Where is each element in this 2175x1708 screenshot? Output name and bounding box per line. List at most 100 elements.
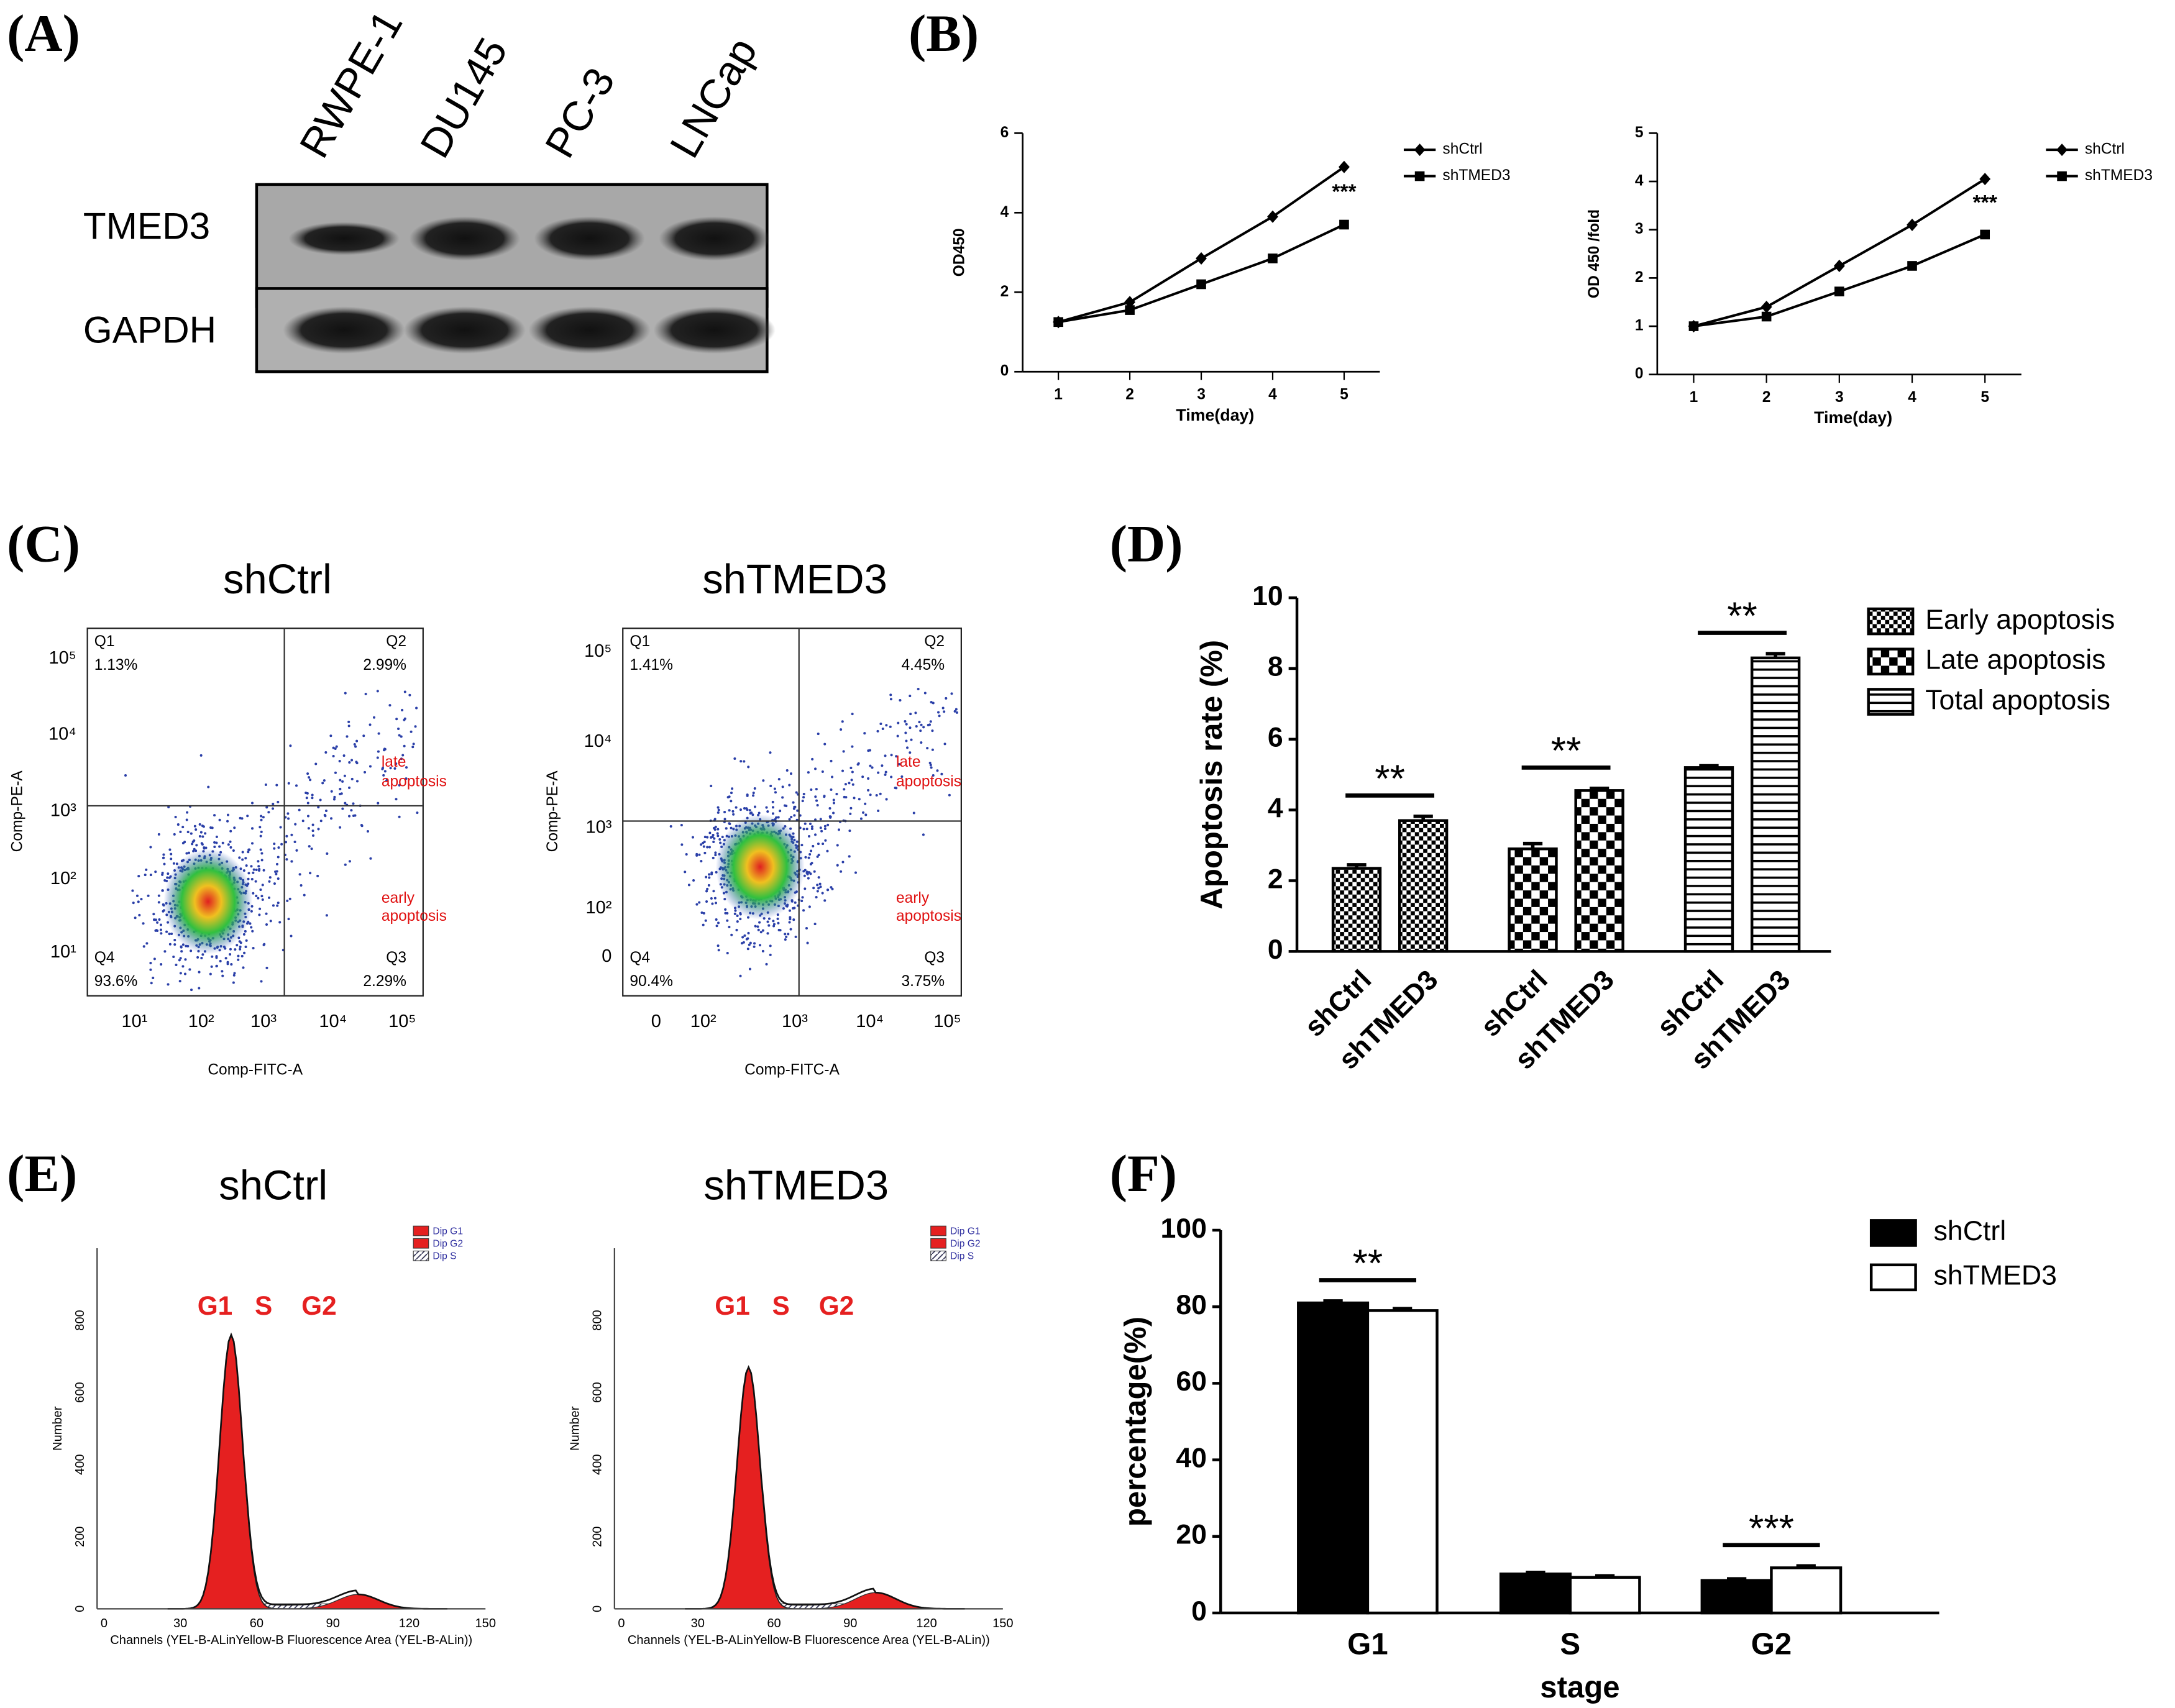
x-tick-label: 1 bbox=[1054, 386, 1063, 403]
event-dot bbox=[150, 982, 153, 985]
event-dot bbox=[176, 823, 180, 826]
event-dot bbox=[809, 862, 812, 865]
event-dot bbox=[769, 785, 772, 788]
event-dot bbox=[350, 759, 354, 762]
legend-label: Dip G2 bbox=[433, 1238, 463, 1249]
event-dot bbox=[173, 833, 176, 836]
event-dot bbox=[810, 825, 813, 828]
event-dot bbox=[816, 855, 819, 858]
error-bar bbox=[1393, 1307, 1413, 1311]
x-tick-label: 120 bbox=[916, 1617, 937, 1630]
event-dot bbox=[940, 772, 943, 775]
event-dot bbox=[405, 777, 408, 780]
x-tick-label: 10⁵ bbox=[933, 1012, 961, 1031]
bar bbox=[1508, 847, 1558, 953]
event-dot bbox=[814, 767, 817, 770]
event-dot bbox=[789, 916, 792, 919]
event-dot bbox=[226, 813, 229, 816]
legend-label: shCtrl bbox=[2085, 141, 2125, 158]
event-dot bbox=[784, 938, 787, 941]
panel-label: (B) bbox=[909, 4, 979, 63]
event-dot bbox=[918, 721, 921, 724]
panel-label: (F) bbox=[1110, 1144, 1177, 1203]
event-dot bbox=[287, 817, 290, 820]
x-axis-label: Time(day) bbox=[1176, 406, 1254, 424]
event-dot bbox=[685, 853, 688, 856]
peak-label: S bbox=[255, 1291, 272, 1320]
event-dot bbox=[190, 832, 193, 835]
event-dot bbox=[179, 972, 182, 975]
event-dot bbox=[274, 870, 277, 873]
legend-swatch bbox=[1867, 607, 1915, 636]
event-dot bbox=[293, 840, 296, 843]
error-bar bbox=[1413, 815, 1433, 821]
event-dot bbox=[168, 943, 172, 946]
event-dot bbox=[260, 859, 263, 862]
protein-label: TMED3 bbox=[83, 204, 210, 247]
event-dot bbox=[723, 810, 726, 813]
event-dot bbox=[343, 774, 346, 777]
event-dot bbox=[785, 805, 788, 808]
event-dot bbox=[736, 920, 739, 923]
event-dot bbox=[147, 894, 150, 897]
event-dot bbox=[305, 797, 308, 800]
event-dot bbox=[950, 692, 953, 695]
event-dot bbox=[758, 921, 761, 924]
event-dot bbox=[341, 807, 344, 810]
event-dot bbox=[684, 870, 687, 874]
event-dot bbox=[700, 911, 703, 915]
event-dot bbox=[821, 892, 824, 895]
event-dot bbox=[188, 968, 191, 971]
event-dot bbox=[766, 810, 769, 813]
event-dot bbox=[347, 720, 350, 723]
x-tick-label: 3 bbox=[1835, 389, 1844, 406]
event-dot bbox=[714, 851, 717, 854]
event-dot bbox=[849, 812, 852, 815]
event-dot bbox=[906, 746, 909, 749]
event-dot bbox=[772, 920, 775, 923]
x-axis-label: Channels (YEL-B-ALinYellow-B Fluorescenc… bbox=[628, 1633, 990, 1647]
x-tick-label: 10³ bbox=[250, 1012, 277, 1031]
event-dot bbox=[747, 931, 750, 934]
event-dot bbox=[943, 742, 946, 746]
event-dot bbox=[311, 797, 314, 800]
event-dot bbox=[824, 839, 827, 842]
event-dot bbox=[826, 888, 830, 892]
event-dot bbox=[364, 770, 367, 774]
legend-swatch bbox=[413, 1225, 429, 1236]
y-tick-label: 100 bbox=[1160, 1213, 1206, 1244]
event-dot bbox=[339, 779, 342, 782]
event-dot bbox=[412, 742, 415, 746]
event-dot bbox=[239, 945, 242, 948]
event-dot bbox=[859, 817, 863, 820]
event-dot bbox=[395, 718, 398, 721]
event-dot bbox=[836, 864, 839, 867]
y-tick-label: 0 bbox=[1635, 365, 1644, 382]
event-dot bbox=[330, 817, 333, 820]
event-dot bbox=[348, 815, 351, 818]
event-dot bbox=[265, 806, 268, 809]
event-dot bbox=[215, 835, 218, 838]
event-dot bbox=[816, 890, 819, 893]
event-dot bbox=[298, 808, 301, 811]
event-dot bbox=[259, 907, 262, 910]
error-bar bbox=[1595, 1574, 1615, 1578]
event-dot bbox=[879, 792, 882, 795]
event-dot bbox=[793, 907, 796, 910]
event-dot bbox=[352, 802, 355, 805]
event-dot bbox=[204, 846, 208, 849]
event-dot bbox=[837, 828, 841, 831]
event-dot bbox=[708, 876, 711, 879]
plot-title: shTMED3 bbox=[702, 556, 887, 603]
event-dot bbox=[851, 783, 854, 786]
event-dot bbox=[923, 692, 927, 695]
event-dot bbox=[157, 894, 160, 897]
event-dot bbox=[195, 844, 198, 847]
event-dot bbox=[252, 946, 255, 949]
event-dot bbox=[746, 948, 749, 951]
event-dot bbox=[848, 829, 851, 833]
x-tick-label: 90 bbox=[326, 1617, 340, 1630]
event-dot bbox=[758, 944, 761, 947]
event-dot bbox=[832, 801, 835, 805]
event-dot bbox=[917, 687, 920, 690]
